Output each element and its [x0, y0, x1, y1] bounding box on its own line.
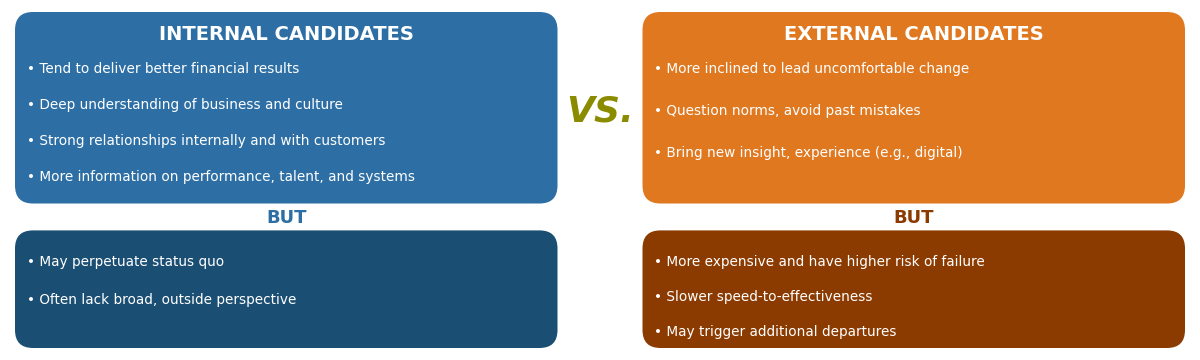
Text: • More expensive and have higher risk of failure: • More expensive and have higher risk of…	[654, 255, 985, 269]
FancyBboxPatch shape	[642, 12, 1186, 203]
Text: • May perpetuate status quo: • May perpetuate status quo	[28, 255, 224, 269]
Text: INTERNAL CANDIDATES: INTERNAL CANDIDATES	[158, 24, 414, 44]
Text: • More information on performance, talent, and systems: • More information on performance, talen…	[28, 170, 415, 184]
Text: • Often lack broad, outside perspective: • Often lack broad, outside perspective	[28, 293, 296, 307]
FancyBboxPatch shape	[14, 230, 558, 348]
Text: • More inclined to lead uncomfortable change: • More inclined to lead uncomfortable ch…	[654, 62, 970, 76]
Text: • Deep understanding of business and culture: • Deep understanding of business and cul…	[28, 98, 343, 112]
Text: • Strong relationships internally and with customers: • Strong relationships internally and wi…	[28, 134, 385, 148]
FancyBboxPatch shape	[14, 12, 558, 203]
Text: • May trigger additional departures: • May trigger additional departures	[654, 325, 898, 339]
Text: BUT: BUT	[894, 209, 934, 227]
Text: BUT: BUT	[266, 209, 306, 227]
Text: • Bring new insight, experience (e.g., digital): • Bring new insight, experience (e.g., d…	[654, 146, 964, 160]
Text: • Slower speed-to-effectiveness: • Slower speed-to-effectiveness	[654, 291, 874, 305]
Text: EXTERNAL CANDIDATES: EXTERNAL CANDIDATES	[784, 24, 1044, 44]
Text: VS.: VS.	[566, 95, 634, 129]
Text: • Question norms, avoid past mistakes: • Question norms, avoid past mistakes	[654, 104, 922, 118]
FancyBboxPatch shape	[642, 230, 1186, 348]
Text: • Tend to deliver better financial results: • Tend to deliver better financial resul…	[28, 62, 299, 76]
